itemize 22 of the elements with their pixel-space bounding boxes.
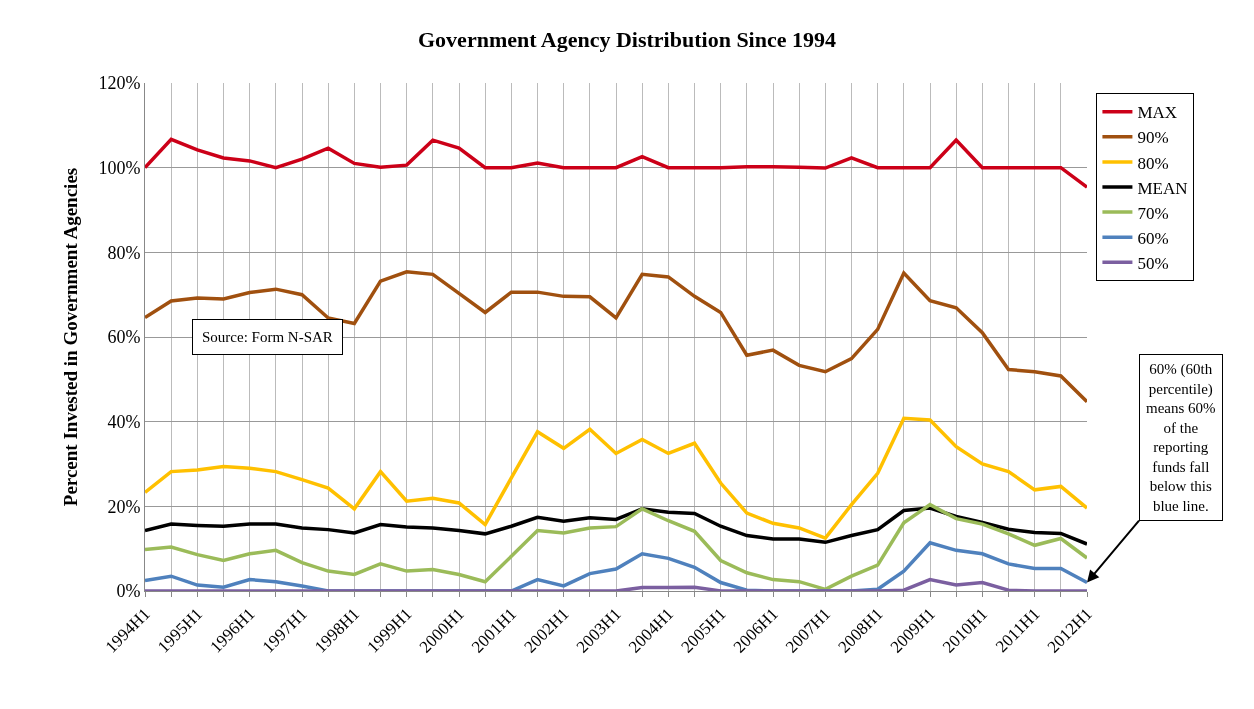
legend-label: MAX [1137,103,1178,123]
y-tick-label: 80% [107,242,141,263]
y-tick-label: 60% [107,327,141,348]
y-tick-label: 20% [107,496,141,517]
line-series [145,506,1087,546]
y-tick-label: 120% [98,73,141,94]
line-series [145,270,1087,404]
legend-label: 70% [1137,203,1169,223]
legend-label: 50% [1137,253,1169,273]
y-tick-label: 40% [107,411,141,432]
legend-label: 80% [1137,153,1169,173]
annotation: Source: Form N-SAR [202,329,333,345]
y-axis-title: Percent Invested in Government Agencies [60,167,82,507]
chart-title: Government Agency Distribution Since 1994 [418,27,836,53]
legend-label: 90% [1137,128,1169,148]
y-tick-label: 0% [116,581,141,602]
line-series [145,137,1087,189]
annotation: 60% (60th percentile) means 60% of the reporting funds fall below this blue line. [1146,361,1216,514]
legend-label: MEAN [1137,178,1188,198]
legend-label: 60% [1137,228,1169,248]
line-series [145,416,1087,540]
y-tick-label: 100% [98,157,141,178]
